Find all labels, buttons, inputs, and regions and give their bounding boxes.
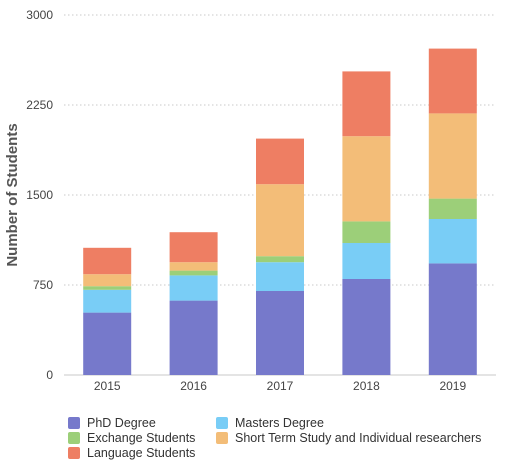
bar-segment xyxy=(342,243,391,279)
legend-item-phd-degree: PhD Degree xyxy=(68,416,156,430)
legend-label: PhD Degree xyxy=(87,416,156,430)
bar-segment xyxy=(169,232,218,263)
bar-segment xyxy=(169,262,218,271)
y-tick-label: 2250 xyxy=(26,98,53,112)
x-tick-label: 2017 xyxy=(267,379,294,393)
bar-segment xyxy=(83,312,132,375)
bar-segment xyxy=(342,136,391,222)
legend-item-language-students: Language Students xyxy=(68,446,195,460)
y-axis-ticks: 0 750 1500 2250 3000 xyxy=(26,8,53,382)
legend-swatch xyxy=(216,432,228,444)
bar-segment xyxy=(83,286,132,290)
legend-swatch xyxy=(68,447,80,459)
legend-label: Short Term Study and Individual research… xyxy=(235,431,482,445)
bar-segment xyxy=(342,71,391,137)
bar-segment xyxy=(428,48,477,114)
bar-segment xyxy=(83,289,132,313)
bar-segment xyxy=(428,263,477,375)
bars xyxy=(83,48,477,375)
y-tick-label: 0 xyxy=(46,368,53,382)
bar-segment xyxy=(256,291,304,375)
y-tick-label: 3000 xyxy=(26,8,53,22)
bar-segment xyxy=(428,113,477,199)
bar-segment xyxy=(256,262,304,291)
bar-segment xyxy=(83,274,132,287)
bar-segment xyxy=(256,256,304,263)
legend-item-masters-degree: Masters Degree xyxy=(216,416,324,430)
bar-segment xyxy=(428,219,477,264)
legend-label: Exchange Students xyxy=(87,431,196,445)
bar-segment xyxy=(169,300,218,375)
legend-swatch xyxy=(68,417,80,429)
x-tick-label: 2018 xyxy=(353,379,380,393)
bar-segment xyxy=(169,275,218,301)
legend-swatch xyxy=(68,432,80,444)
legend-swatch xyxy=(216,417,228,429)
bar-segment xyxy=(342,279,391,375)
legend-item-exchange-students: Exchange Students xyxy=(68,431,195,445)
y-tick-label: 750 xyxy=(33,278,53,292)
bar-segment xyxy=(256,138,304,185)
bar-segment xyxy=(256,184,304,257)
stacked-bar-chart: 0 750 1500 2250 3000 2015 2016 2017 2018 2019 Nu… xyxy=(4,8,496,393)
x-axis-ticks: 2015 2016 2017 2018 2019 xyxy=(94,379,467,393)
legend-label: Language Students xyxy=(87,446,196,460)
x-tick-label: 2016 xyxy=(180,379,207,393)
bar-segment xyxy=(342,221,391,243)
y-tick-label: 1500 xyxy=(26,188,53,202)
x-tick-label: 2015 xyxy=(94,379,121,393)
x-tick-label: 2019 xyxy=(439,379,466,393)
bar-segment xyxy=(169,270,218,276)
legend-label: Masters Degree xyxy=(235,416,324,430)
legend-item-short-term-study: Short Term Study and Individual research… xyxy=(216,431,481,445)
bar-segment xyxy=(83,247,132,275)
bar-segment xyxy=(428,198,477,219)
y-axis-label: Number of Students xyxy=(4,123,21,266)
